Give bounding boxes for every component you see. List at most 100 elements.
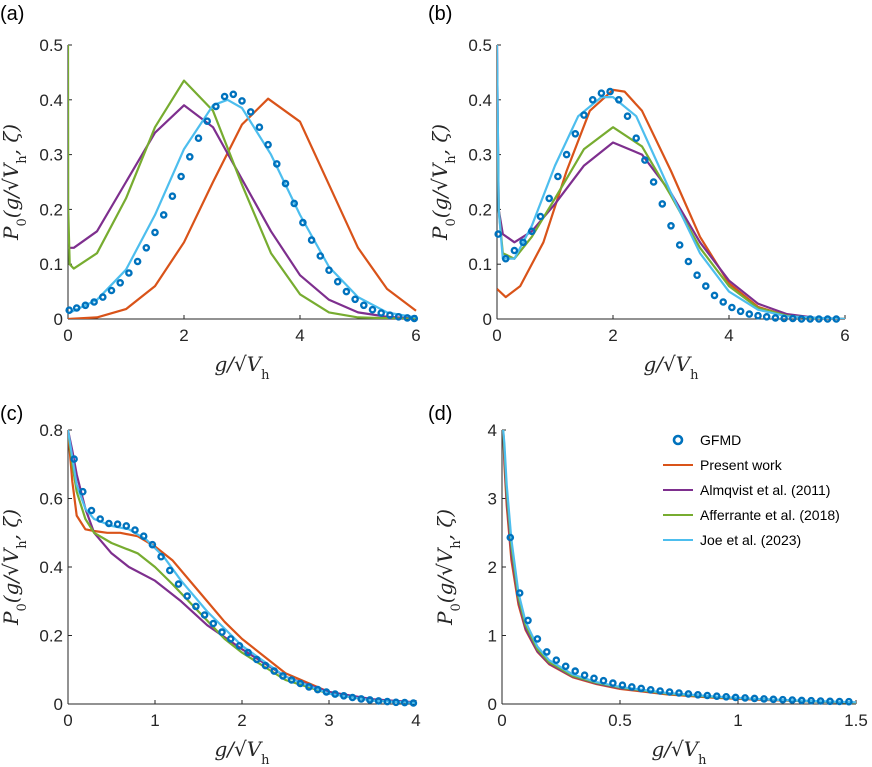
data-point	[684, 690, 693, 698]
data-point	[552, 656, 561, 665]
data-point	[403, 314, 412, 322]
data-point	[157, 552, 165, 561]
data-point	[675, 689, 683, 697]
data-point	[623, 112, 632, 120]
data-point	[281, 179, 290, 188]
y-tick-label: 0.5	[468, 36, 492, 55]
data-point	[826, 697, 834, 706]
data-point	[845, 697, 853, 706]
data-point	[545, 194, 554, 203]
data-point	[107, 286, 116, 295]
data-point	[333, 277, 342, 286]
data-point	[745, 310, 754, 318]
y-tick-label: 1	[488, 627, 497, 646]
data-point	[87, 506, 96, 515]
data-point	[322, 688, 331, 696]
y-tick-label: 0.3	[39, 146, 63, 165]
data-point	[200, 611, 209, 619]
series-line-present	[68, 429, 417, 704]
data-point	[342, 287, 351, 296]
data-point	[590, 674, 598, 683]
y-tick-label: 0.2	[468, 200, 492, 219]
x-tick-label: 4	[295, 326, 304, 345]
data-point	[90, 298, 98, 306]
x-tick-label: 2	[608, 326, 617, 345]
legend-label: GFMD	[700, 432, 741, 448]
data-point	[656, 687, 664, 695]
data-point	[815, 315, 823, 323]
series-line-almqvist	[68, 429, 417, 704]
series-markers-gfmd	[70, 455, 418, 707]
data-point	[299, 218, 307, 227]
data-point	[713, 692, 721, 701]
data-point	[125, 269, 133, 277]
legend-marker	[672, 434, 684, 446]
data-point	[588, 96, 597, 104]
data-point	[386, 311, 394, 320]
data-point	[287, 676, 296, 684]
x-axis-label: g/√Vh	[214, 737, 270, 767]
legend: GFMD Present work Almqvist et al. (2011)…	[663, 432, 840, 548]
data-point	[641, 156, 649, 164]
y-axis-label: P0(g/√Vh, ζ)	[428, 124, 459, 241]
data-point	[710, 291, 719, 300]
series-line-joe	[68, 429, 417, 704]
data-point	[192, 602, 200, 611]
data-point	[703, 691, 712, 700]
data-point	[177, 172, 185, 181]
legend-item-joe: Joe et al. (2023)	[663, 532, 801, 548]
series-line-joe	[497, 44, 846, 319]
data-point	[226, 635, 235, 643]
data-point	[515, 589, 524, 597]
data-point	[789, 314, 797, 323]
data-point	[571, 129, 580, 138]
legend-item-almqvist: Almqvist et al. (2011)	[663, 482, 830, 498]
data-point	[760, 695, 768, 703]
y-tick-label: 0	[488, 695, 497, 714]
y-tick-label: 0	[54, 310, 63, 329]
data-point	[203, 117, 211, 125]
data-point	[400, 698, 409, 707]
data-point	[122, 522, 131, 530]
data-point	[797, 696, 806, 705]
data-point	[79, 487, 87, 496]
x-tick-label: 0	[63, 711, 72, 730]
series-markers-gfmd	[494, 87, 841, 323]
data-point	[357, 695, 366, 703]
data-point	[609, 679, 617, 687]
data-point	[637, 684, 646, 693]
x-tick-label: 2	[237, 711, 246, 730]
data-point	[562, 150, 571, 159]
legend-label: Almqvist et al. (2011)	[700, 482, 830, 498]
data-point	[65, 306, 73, 315]
data-point	[244, 648, 252, 657]
data-point	[165, 566, 174, 575]
panel-label: (c)	[0, 403, 23, 425]
y-tick-label: 0	[483, 310, 492, 329]
data-point	[307, 236, 316, 244]
data-point	[771, 314, 780, 322]
data-point	[99, 293, 107, 301]
data-point	[296, 679, 305, 688]
data-point	[81, 301, 90, 310]
series-line-almqvist	[68, 104, 417, 319]
data-point	[719, 298, 728, 306]
data-point	[580, 111, 588, 119]
data-point	[494, 230, 503, 238]
data-point	[618, 681, 627, 690]
data-point	[571, 667, 580, 675]
data-point	[806, 315, 815, 323]
data-point	[183, 592, 191, 600]
data-point	[667, 221, 675, 230]
data-point	[741, 694, 749, 702]
data-point	[694, 691, 702, 699]
x-axis-label: g/√Vh	[651, 737, 707, 767]
data-point	[599, 676, 608, 685]
y-tick-label: 0.4	[39, 558, 63, 577]
x-tick-label: 0	[63, 326, 72, 345]
data-point	[359, 301, 368, 310]
data-point	[368, 305, 377, 314]
data-point	[139, 532, 148, 541]
y-tick-label: 0.4	[39, 91, 63, 110]
x-axis-label: g/√Vh	[214, 352, 270, 383]
